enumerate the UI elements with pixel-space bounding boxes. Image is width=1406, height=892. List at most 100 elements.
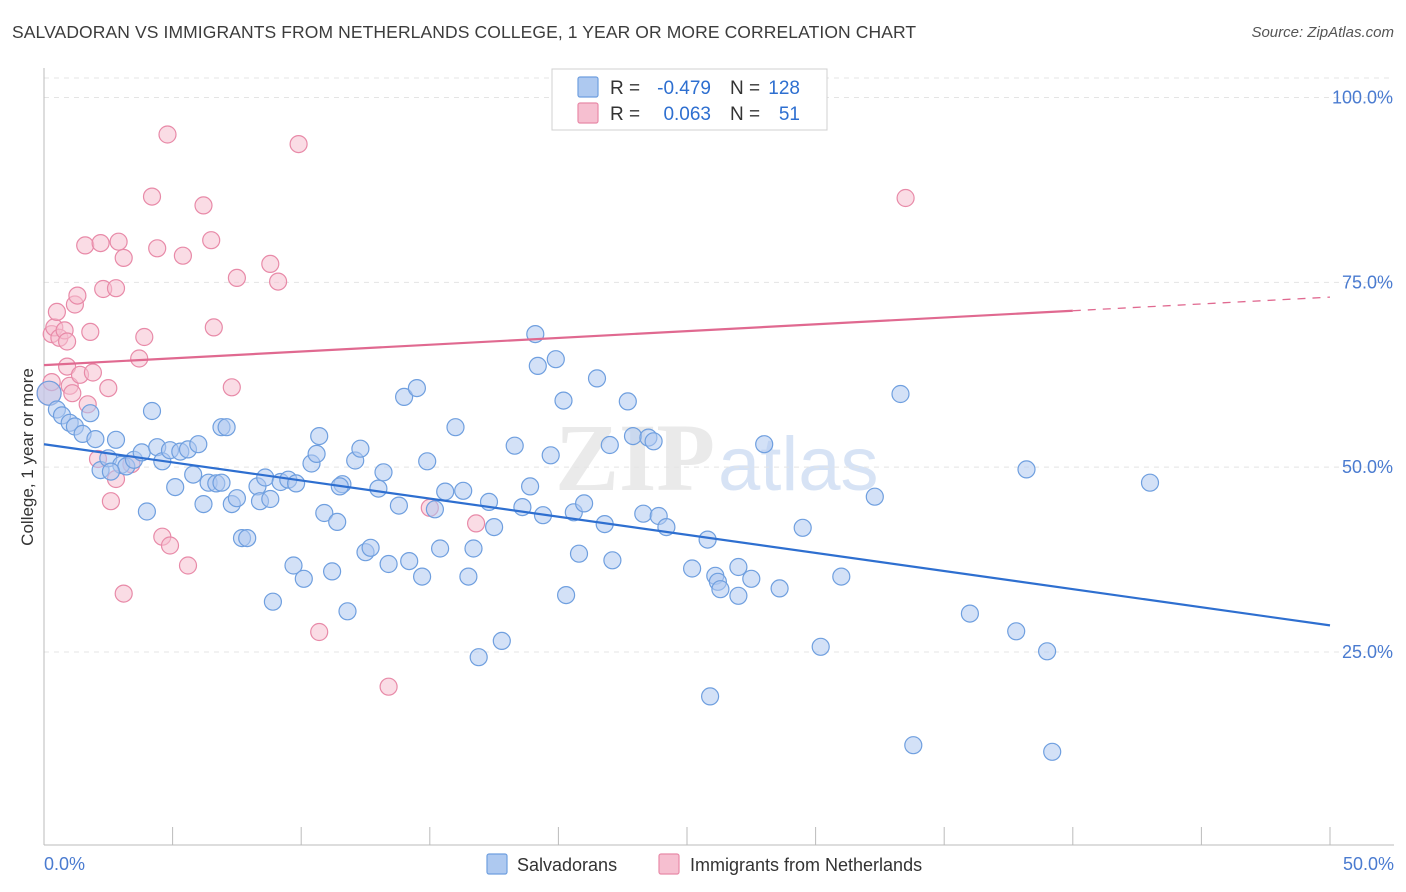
y-tick-label-25: 25.0%: [1342, 642, 1393, 662]
salvadorans-point: [294, 569, 313, 588]
salvadorans-point: [395, 387, 414, 406]
salvadorans-point: [569, 544, 589, 563]
salvadorans-point: [960, 604, 980, 623]
salvadorans-point: [212, 473, 231, 492]
salvadorans-point: [425, 500, 444, 519]
netherlands-point: [289, 135, 308, 154]
salvadorans-point: [369, 479, 388, 498]
series-salvadorans-points: [36, 325, 1160, 761]
salvadorans-point: [106, 430, 126, 449]
salvadorans-point: [528, 356, 547, 375]
salvadorans-point: [256, 468, 275, 487]
legend-n-label-2: N =: [730, 104, 760, 125]
gridlines: [44, 77, 1394, 653]
salvadorans-point: [310, 427, 329, 446]
salvadorans-point: [86, 430, 105, 449]
salvadorans-point: [323, 562, 342, 581]
netherlands-point: [158, 125, 177, 144]
netherlands-point: [222, 378, 241, 397]
salvadorans-point: [904, 736, 923, 755]
legend-n-label-1: N =: [730, 78, 760, 99]
salvadorans-point: [505, 436, 524, 455]
salvadorans-point: [865, 487, 884, 506]
netherlands-point: [76, 236, 95, 255]
salvadorans-point: [634, 504, 653, 523]
salvadorans-point: [891, 384, 910, 404]
salvadorans-point: [446, 418, 465, 437]
y-tick-label-75: 75.0%: [1342, 272, 1393, 292]
salvadorans-point: [755, 435, 774, 454]
netherlands-point: [204, 318, 223, 337]
netherlands-point: [101, 492, 121, 511]
x-tick-label-right: 50.0%: [1343, 854, 1394, 874]
watermark-atlas: atlas: [718, 422, 879, 507]
salvadorans-point: [413, 567, 432, 586]
salvadorans-point: [263, 592, 282, 611]
salvadorans-point: [351, 439, 370, 458]
netherlands-point: [896, 188, 915, 208]
salvadorans-point: [315, 503, 334, 523]
netherlands-point: [114, 584, 133, 603]
salvadorans-point: [227, 489, 246, 508]
salvadorans-point: [389, 496, 408, 515]
salvadorans-point: [711, 580, 730, 599]
chart-title: SALVADORAN VS IMMIGRANTS FROM NETHERLAND…: [12, 22, 917, 42]
netherlands-point: [178, 556, 198, 575]
netherlands-point: [135, 327, 154, 347]
y-tick-label-50: 50.0%: [1342, 457, 1393, 477]
netherlands-point: [379, 677, 398, 696]
y-axis-label: College, 1 year or more: [18, 368, 37, 546]
salvadorans-point: [418, 452, 437, 471]
stats-legend: R = -0.479 N = 128 R = 0.063 N = 51: [551, 68, 828, 131]
salvadorans-point: [1017, 460, 1036, 479]
watermark-zip: ZIP: [555, 404, 715, 511]
netherlands-point: [57, 357, 77, 376]
axes: [43, 68, 1394, 846]
salvadorans-point: [459, 567, 478, 586]
netherlands-point: [83, 363, 103, 382]
netherlands-point: [202, 231, 221, 250]
trend-lines: [43, 296, 1331, 627]
salvadorans-point: [770, 579, 789, 598]
bottom-legend-label-netherlands: Immigrants from Netherlands: [690, 855, 922, 875]
x-tick-label-left: 0.0%: [44, 854, 85, 874]
salvadorans-point: [189, 435, 208, 454]
netherlands-point: [68, 286, 87, 305]
trend-line-netherlands: [43, 309, 1073, 367]
netherlands-point: [81, 322, 100, 341]
salvadorans-point: [600, 435, 619, 455]
salvadorans-point: [793, 518, 812, 537]
salvadorans-point: [81, 404, 100, 423]
salvadorans-point: [400, 551, 419, 571]
salvadorans-point: [238, 528, 257, 548]
salvadorans-point: [541, 446, 560, 465]
salvadorans-point: [184, 465, 203, 484]
netherlands-point: [173, 246, 192, 265]
bottom-legend-swatch-salvadorans: [486, 853, 508, 875]
legend-n-value-1: 128: [768, 78, 800, 99]
trend-line-salvadorans: [43, 443, 1331, 627]
salvadorans-point: [729, 557, 748, 577]
salvadorans-point: [261, 489, 280, 509]
salvadorans-point: [137, 502, 156, 521]
netherlands-point: [269, 272, 288, 291]
salvadorans-point: [101, 462, 121, 481]
legend-swatch-netherlands: [577, 102, 599, 124]
salvadorans-point: [284, 556, 303, 575]
salvadorans-point: [520, 477, 540, 496]
salvadorans-point: [379, 554, 398, 574]
salvadorans-point: [194, 495, 213, 514]
netherlands-point: [310, 622, 329, 642]
salvadorans-point: [1140, 473, 1160, 492]
salvadorans-point: [328, 512, 347, 532]
legend-r-label-2: R =: [610, 104, 640, 125]
salvadorans-point: [618, 392, 637, 411]
netherlands-point: [63, 384, 82, 403]
bottom-legend-swatch-netherlands: [658, 853, 680, 875]
netherlands-point: [467, 514, 486, 533]
netherlands-point: [47, 302, 67, 321]
salvadorans-point: [644, 432, 663, 451]
netherlands-point: [227, 268, 246, 287]
legend-r-value-1: -0.479: [657, 78, 711, 99]
series-legend: Salvadorans Immigrants from Netherlands: [486, 853, 922, 875]
